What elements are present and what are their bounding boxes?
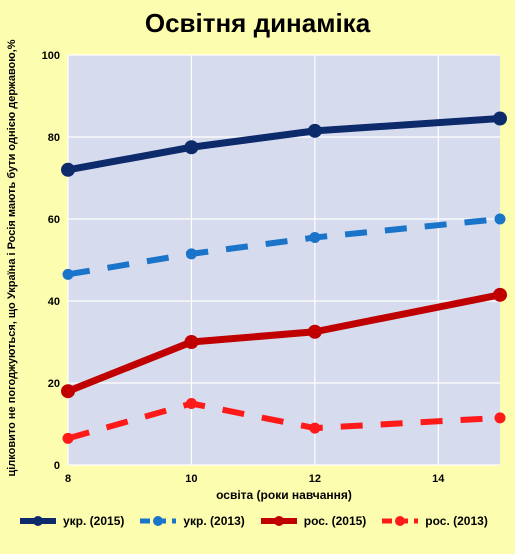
legend-label: укр. (2013): [183, 514, 245, 528]
legend-label: рос. (2015): [303, 514, 367, 528]
legend-swatch: [382, 516, 419, 526]
data-point: [185, 248, 197, 260]
data-point: [309, 422, 321, 434]
data-point: [61, 384, 75, 399]
x-tick-label: 14: [432, 473, 445, 485]
data-point: [309, 231, 321, 243]
y-tick-label: 60: [48, 214, 60, 226]
y-tick-label: 100: [42, 50, 60, 62]
x-tick-label: 8: [65, 473, 71, 485]
series-1: [61, 111, 507, 177]
data-point: [184, 140, 199, 155]
legend-item: рос. (2015): [259, 514, 367, 528]
data-point: [61, 162, 75, 177]
chart-title: Освітня динаміка: [144, 8, 371, 38]
axis-ticks: 0 20 40 60 80 100 8 10 12 14: [42, 50, 446, 485]
x-tick-label: 12: [309, 473, 321, 485]
data-point: [493, 111, 507, 126]
series-2: [62, 213, 506, 280]
data-point: [62, 268, 74, 280]
legend-item: укр. (2015): [18, 514, 124, 528]
y-axis-label: цілковито не погоджуються, що Україна і …: [6, 39, 18, 477]
data-point: [184, 335, 199, 349]
series-4: [62, 398, 506, 444]
data-point: [62, 432, 74, 444]
y-tick-label: 80: [48, 132, 60, 144]
y-tick-label: 0: [54, 460, 60, 472]
legend-label: укр. (2015): [63, 514, 125, 528]
series-line: [64, 291, 504, 395]
plot-area: [67, 54, 500, 466]
legend-item: укр. (2013): [138, 514, 245, 528]
legend-swatch: [20, 516, 56, 526]
data-point: [185, 398, 197, 409]
series-lines: [61, 111, 507, 444]
data-point: [494, 412, 506, 424]
y-tick-label: 40: [48, 296, 60, 308]
data-point: [493, 287, 507, 302]
plot-background: [68, 55, 500, 465]
data-point: [307, 123, 322, 138]
legend-swatch: [260, 516, 297, 526]
legend-swatch: [140, 516, 177, 526]
series-3: [61, 287, 507, 399]
x-axis-label: освіта (роки навчання): [216, 488, 352, 502]
legend-item: рос. (2013): [380, 514, 488, 528]
x-tick-label: 10: [185, 473, 197, 485]
legend: укр. (2015) укр. (2013) рос. (2015) рос. (2…: [18, 514, 498, 528]
legend-label: рос. (2013): [425, 514, 488, 528]
series-line: [64, 115, 504, 174]
data-point: [307, 324, 322, 339]
data-point: [494, 213, 506, 225]
y-tick-label: 20: [48, 378, 60, 390]
